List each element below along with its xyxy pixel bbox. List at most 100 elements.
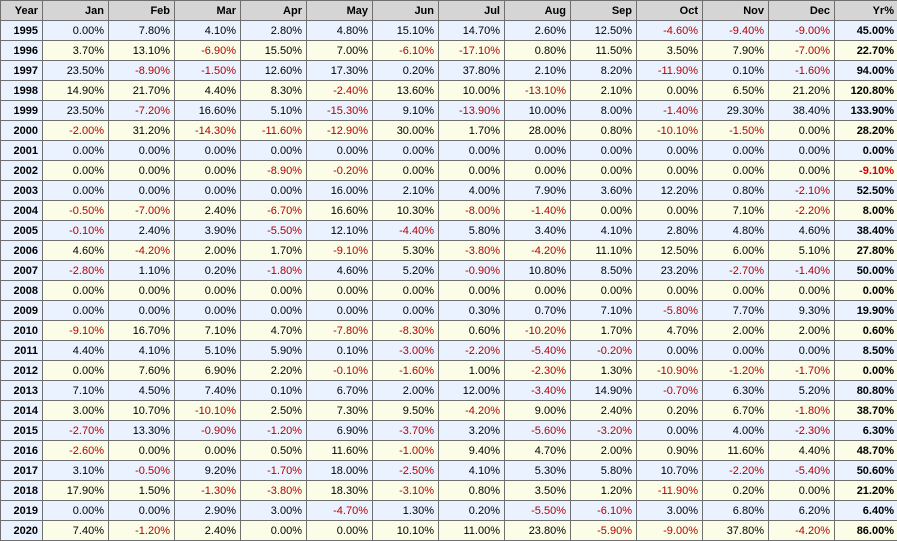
monthly-return-cell: -7.00%: [108, 200, 175, 221]
column-header-may: May: [306, 0, 373, 21]
monthly-return-cell: 0.00%: [372, 160, 439, 181]
monthly-return-cell: 0.00%: [42, 360, 109, 381]
monthly-return-cell: 15.10%: [372, 20, 439, 41]
monthly-return-cell: 0.20%: [702, 480, 769, 501]
monthly-return-cell: 0.60%: [438, 320, 505, 341]
year-cell: 2018: [0, 480, 43, 501]
monthly-return-cell: 7.10%: [702, 200, 769, 221]
monthly-return-cell: 7.30%: [306, 400, 373, 421]
monthly-return-cell: 4.70%: [240, 320, 307, 341]
monthly-return-cell: 0.00%: [636, 200, 703, 221]
monthly-return-cell: 1.70%: [570, 320, 637, 341]
monthly-return-cell: 3.40%: [504, 220, 571, 241]
year-cell: 1995: [0, 20, 43, 41]
monthly-return-cell: -9.00%: [636, 520, 703, 541]
monthly-return-cell: 4.80%: [306, 20, 373, 41]
monthly-return-cell: 4.40%: [174, 80, 241, 101]
monthly-return-cell: -5.40%: [768, 460, 835, 481]
monthly-return-cell: 37.80%: [438, 60, 505, 81]
monthly-return-cell: 0.20%: [174, 260, 241, 281]
table-row: 2014 3.00% 10.70% -10.10% 2.50% 7.30% 9.50% -4.…: [0, 400, 897, 421]
monthly-return-cell: 6.90%: [306, 420, 373, 441]
monthly-return-cell: 0.00%: [504, 160, 571, 181]
monthly-return-cell: 0.00%: [174, 300, 241, 321]
monthly-return-cell: 0.00%: [636, 140, 703, 161]
annual-return-cell: 38.70%: [834, 400, 897, 421]
table-row: 2003 0.00% 0.00% 0.00% 0.00% 16.00% 2.10% 4.00%…: [0, 180, 897, 201]
monthly-return-cell: 0.70%: [504, 300, 571, 321]
table-row: 2015 -2.70% 13.30% -0.90% -1.20% 6.90% -3.70% 3…: [0, 420, 897, 441]
monthly-return-cell: -4.20%: [504, 240, 571, 261]
table-row: 1997 23.50% -8.90% -1.50% 12.60% 17.30% 0.20% 3…: [0, 60, 897, 81]
table-row: 2013 7.10% 4.50% 7.40% 0.10% 6.70% 2.00% 12.00%…: [0, 380, 897, 401]
year-cell: 2003: [0, 180, 43, 201]
monthly-return-cell: 1.10%: [108, 260, 175, 281]
monthly-return-cell: -2.20%: [438, 340, 505, 361]
monthly-return-cell: 0.00%: [372, 300, 439, 321]
monthly-return-cell: 13.30%: [108, 420, 175, 441]
table-row: 1996 3.70% 13.10% -6.90% 15.50% 7.00% -6.10% -1…: [0, 40, 897, 61]
monthly-return-cell: 0.00%: [438, 280, 505, 301]
monthly-return-cell: -9.00%: [768, 20, 835, 41]
annual-return-cell: 133.90%: [834, 100, 897, 121]
monthly-return-cell: 0.00%: [42, 300, 109, 321]
monthly-return-cell: -1.40%: [636, 100, 703, 121]
monthly-return-cell: 10.80%: [504, 260, 571, 281]
monthly-return-cell: 0.00%: [768, 140, 835, 161]
monthly-return-cell: -9.10%: [42, 320, 109, 341]
monthly-return-cell: 10.70%: [108, 400, 175, 421]
annual-return-cell: 120.80%: [834, 80, 897, 101]
monthly-return-cell: -3.00%: [372, 340, 439, 361]
monthly-return-cell: 6.80%: [702, 500, 769, 521]
table-row: 2018 17.90% 1.50% -1.30% -3.80% 18.30% -3.10% 0…: [0, 480, 897, 501]
monthly-return-cell: 9.30%: [768, 300, 835, 321]
monthly-return-cell: 7.00%: [306, 40, 373, 61]
monthly-return-cell: 6.50%: [702, 80, 769, 101]
monthly-return-cell: -1.60%: [768, 60, 835, 81]
monthly-return-cell: 12.10%: [306, 220, 373, 241]
monthly-return-cell: 0.00%: [504, 280, 571, 301]
monthly-return-cell: 0.00%: [42, 280, 109, 301]
monthly-return-cell: 10.70%: [636, 460, 703, 481]
monthly-return-cell: -2.00%: [42, 120, 109, 141]
annual-return-cell: 48.70%: [834, 440, 897, 461]
monthly-return-cell: 0.00%: [768, 280, 835, 301]
monthly-return-cell: 6.90%: [174, 360, 241, 381]
monthly-return-cell: 21.70%: [108, 80, 175, 101]
monthly-return-cell: 0.20%: [438, 500, 505, 521]
monthly-return-cell: -6.10%: [570, 500, 637, 521]
year-cell: 2012: [0, 360, 43, 381]
monthly-return-cell: -1.20%: [702, 360, 769, 381]
monthly-return-cell: 29.30%: [702, 100, 769, 121]
monthly-return-cell: 6.00%: [702, 240, 769, 261]
monthly-return-cell: 10.00%: [438, 80, 505, 101]
monthly-return-cell: 2.10%: [570, 80, 637, 101]
monthly-return-cell: -3.20%: [570, 420, 637, 441]
annual-return-cell: 22.70%: [834, 40, 897, 61]
monthly-return-cell: 0.80%: [570, 120, 637, 141]
year-cell: 2005: [0, 220, 43, 241]
monthly-return-cell: 4.00%: [438, 180, 505, 201]
monthly-return-cell: 11.50%: [570, 40, 637, 61]
monthly-return-cell: 2.10%: [372, 180, 439, 201]
monthly-return-cell: 0.00%: [636, 160, 703, 181]
table-row: 2017 3.10% -0.50% 9.20% -1.70% 18.00% -2.50% 4.…: [0, 460, 897, 481]
monthly-return-cell: -17.10%: [438, 40, 505, 61]
annual-return-cell: 45.00%: [834, 20, 897, 41]
monthly-return-cell: -5.50%: [240, 220, 307, 241]
table-row: 2010 -9.10% 16.70% 7.10% 4.70% -7.80% -8.30% 0.…: [0, 320, 897, 341]
monthly-return-cell: -0.90%: [174, 420, 241, 441]
table-row: 2016 -2.60% 0.00% 0.00% 0.50% 11.60% -1.00% 9.4…: [0, 440, 897, 461]
monthly-return-cell: 38.40%: [768, 100, 835, 121]
monthly-return-cell: 12.50%: [636, 240, 703, 261]
table-row: 2012 0.00% 7.60% 6.90% 2.20% -0.10% -1.60% 1.00…: [0, 360, 897, 381]
year-cell: 1999: [0, 100, 43, 121]
monthly-return-cell: 0.00%: [108, 300, 175, 321]
monthly-return-cell: 4.50%: [108, 380, 175, 401]
monthly-return-cell: 0.00%: [702, 340, 769, 361]
monthly-return-cell: -8.90%: [108, 60, 175, 81]
monthly-return-cell: 9.00%: [504, 400, 571, 421]
monthly-return-cell: -1.20%: [108, 520, 175, 541]
monthly-return-cell: -1.80%: [240, 260, 307, 281]
annual-return-cell: 38.40%: [834, 220, 897, 241]
